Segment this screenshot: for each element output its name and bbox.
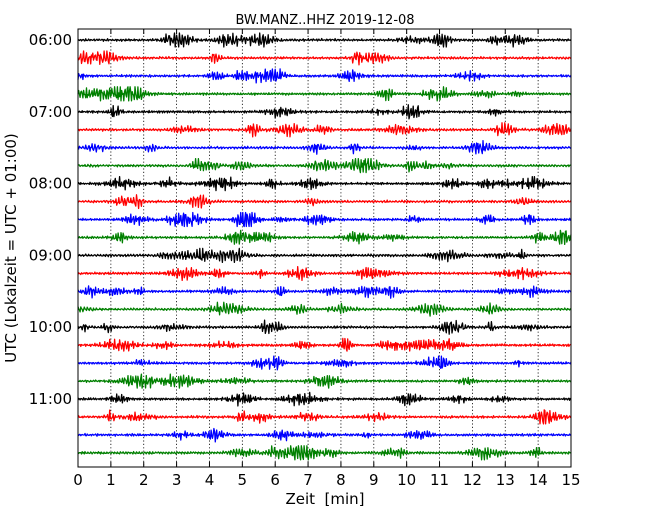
x-tick-label: 12 (463, 471, 482, 489)
chart-title: BW.MANZ..HHZ 2019-12-08 (235, 13, 414, 28)
trace-row-2 (77, 50, 572, 66)
trace-row-21 (77, 391, 572, 407)
trace-row-4 (77, 86, 572, 102)
y-tick-label: 06:00 (29, 31, 72, 49)
x-tick-label: 6 (270, 471, 280, 489)
y-tick-label: 09:00 (29, 246, 72, 264)
trace-row-11 (77, 211, 572, 228)
x-tick-label: 9 (369, 471, 379, 489)
trace-row-7 (77, 140, 572, 155)
x-axis-ticks: 0 1 2 3 4 5 6 7 8 9 10 11 12 13 14 15 (73, 29, 581, 489)
plot-frame (77, 28, 572, 468)
trace-row-10 (77, 194, 572, 210)
trace-row-19 (77, 355, 572, 371)
x-tick-label: 8 (336, 471, 346, 489)
x-tick-label: 13 (496, 471, 515, 489)
trace-row-16 (77, 301, 572, 317)
x-axis-label: Zeit [min] (285, 490, 364, 508)
trace-row-15 (77, 285, 572, 299)
x-tick-label: 3 (172, 471, 182, 489)
y-tick-label: 11:00 (29, 390, 72, 408)
trace-row-23 (77, 427, 572, 443)
trace-row-20 (77, 373, 572, 389)
trace-row-3 (77, 68, 572, 84)
trace-row-6 (77, 122, 572, 138)
y-tick-label: 10:00 (29, 318, 72, 336)
x-tick-label: 14 (529, 471, 548, 489)
trace-row-9 (77, 175, 572, 192)
trace-row-12 (77, 229, 572, 246)
y-tick-label: 07:00 (29, 103, 72, 121)
trace-row-13 (77, 247, 572, 264)
x-tick-label: 11 (430, 471, 449, 489)
seismic-traces (77, 32, 572, 461)
trace-row-8 (77, 157, 572, 174)
x-tick-label: 15 (561, 471, 580, 489)
trace-row-14 (77, 265, 572, 282)
x-tick-label: 5 (238, 471, 248, 489)
trace-row-1 (77, 32, 572, 48)
y-tick-label: 08:00 (29, 175, 72, 193)
trace-row-18 (77, 337, 572, 352)
trace-row-24 (77, 445, 572, 461)
x-tick-label: 10 (397, 471, 416, 489)
x-tick-label: 0 (73, 471, 83, 489)
trace-row-5 (77, 104, 572, 120)
x-tick-label: 1 (106, 471, 116, 489)
y-axis-ticks: 06:00 07:00 08:00 09:00 10:00 11:00 (29, 31, 571, 408)
trace-row-22 (77, 409, 572, 425)
y-axis-label: UTC (Lokalzeit = UTC + 01:00) (2, 133, 20, 363)
trace-row-17 (77, 319, 572, 335)
x-tick-label: 2 (139, 471, 149, 489)
x-tick-label: 7 (303, 471, 313, 489)
x-tick-label: 4 (205, 471, 215, 489)
